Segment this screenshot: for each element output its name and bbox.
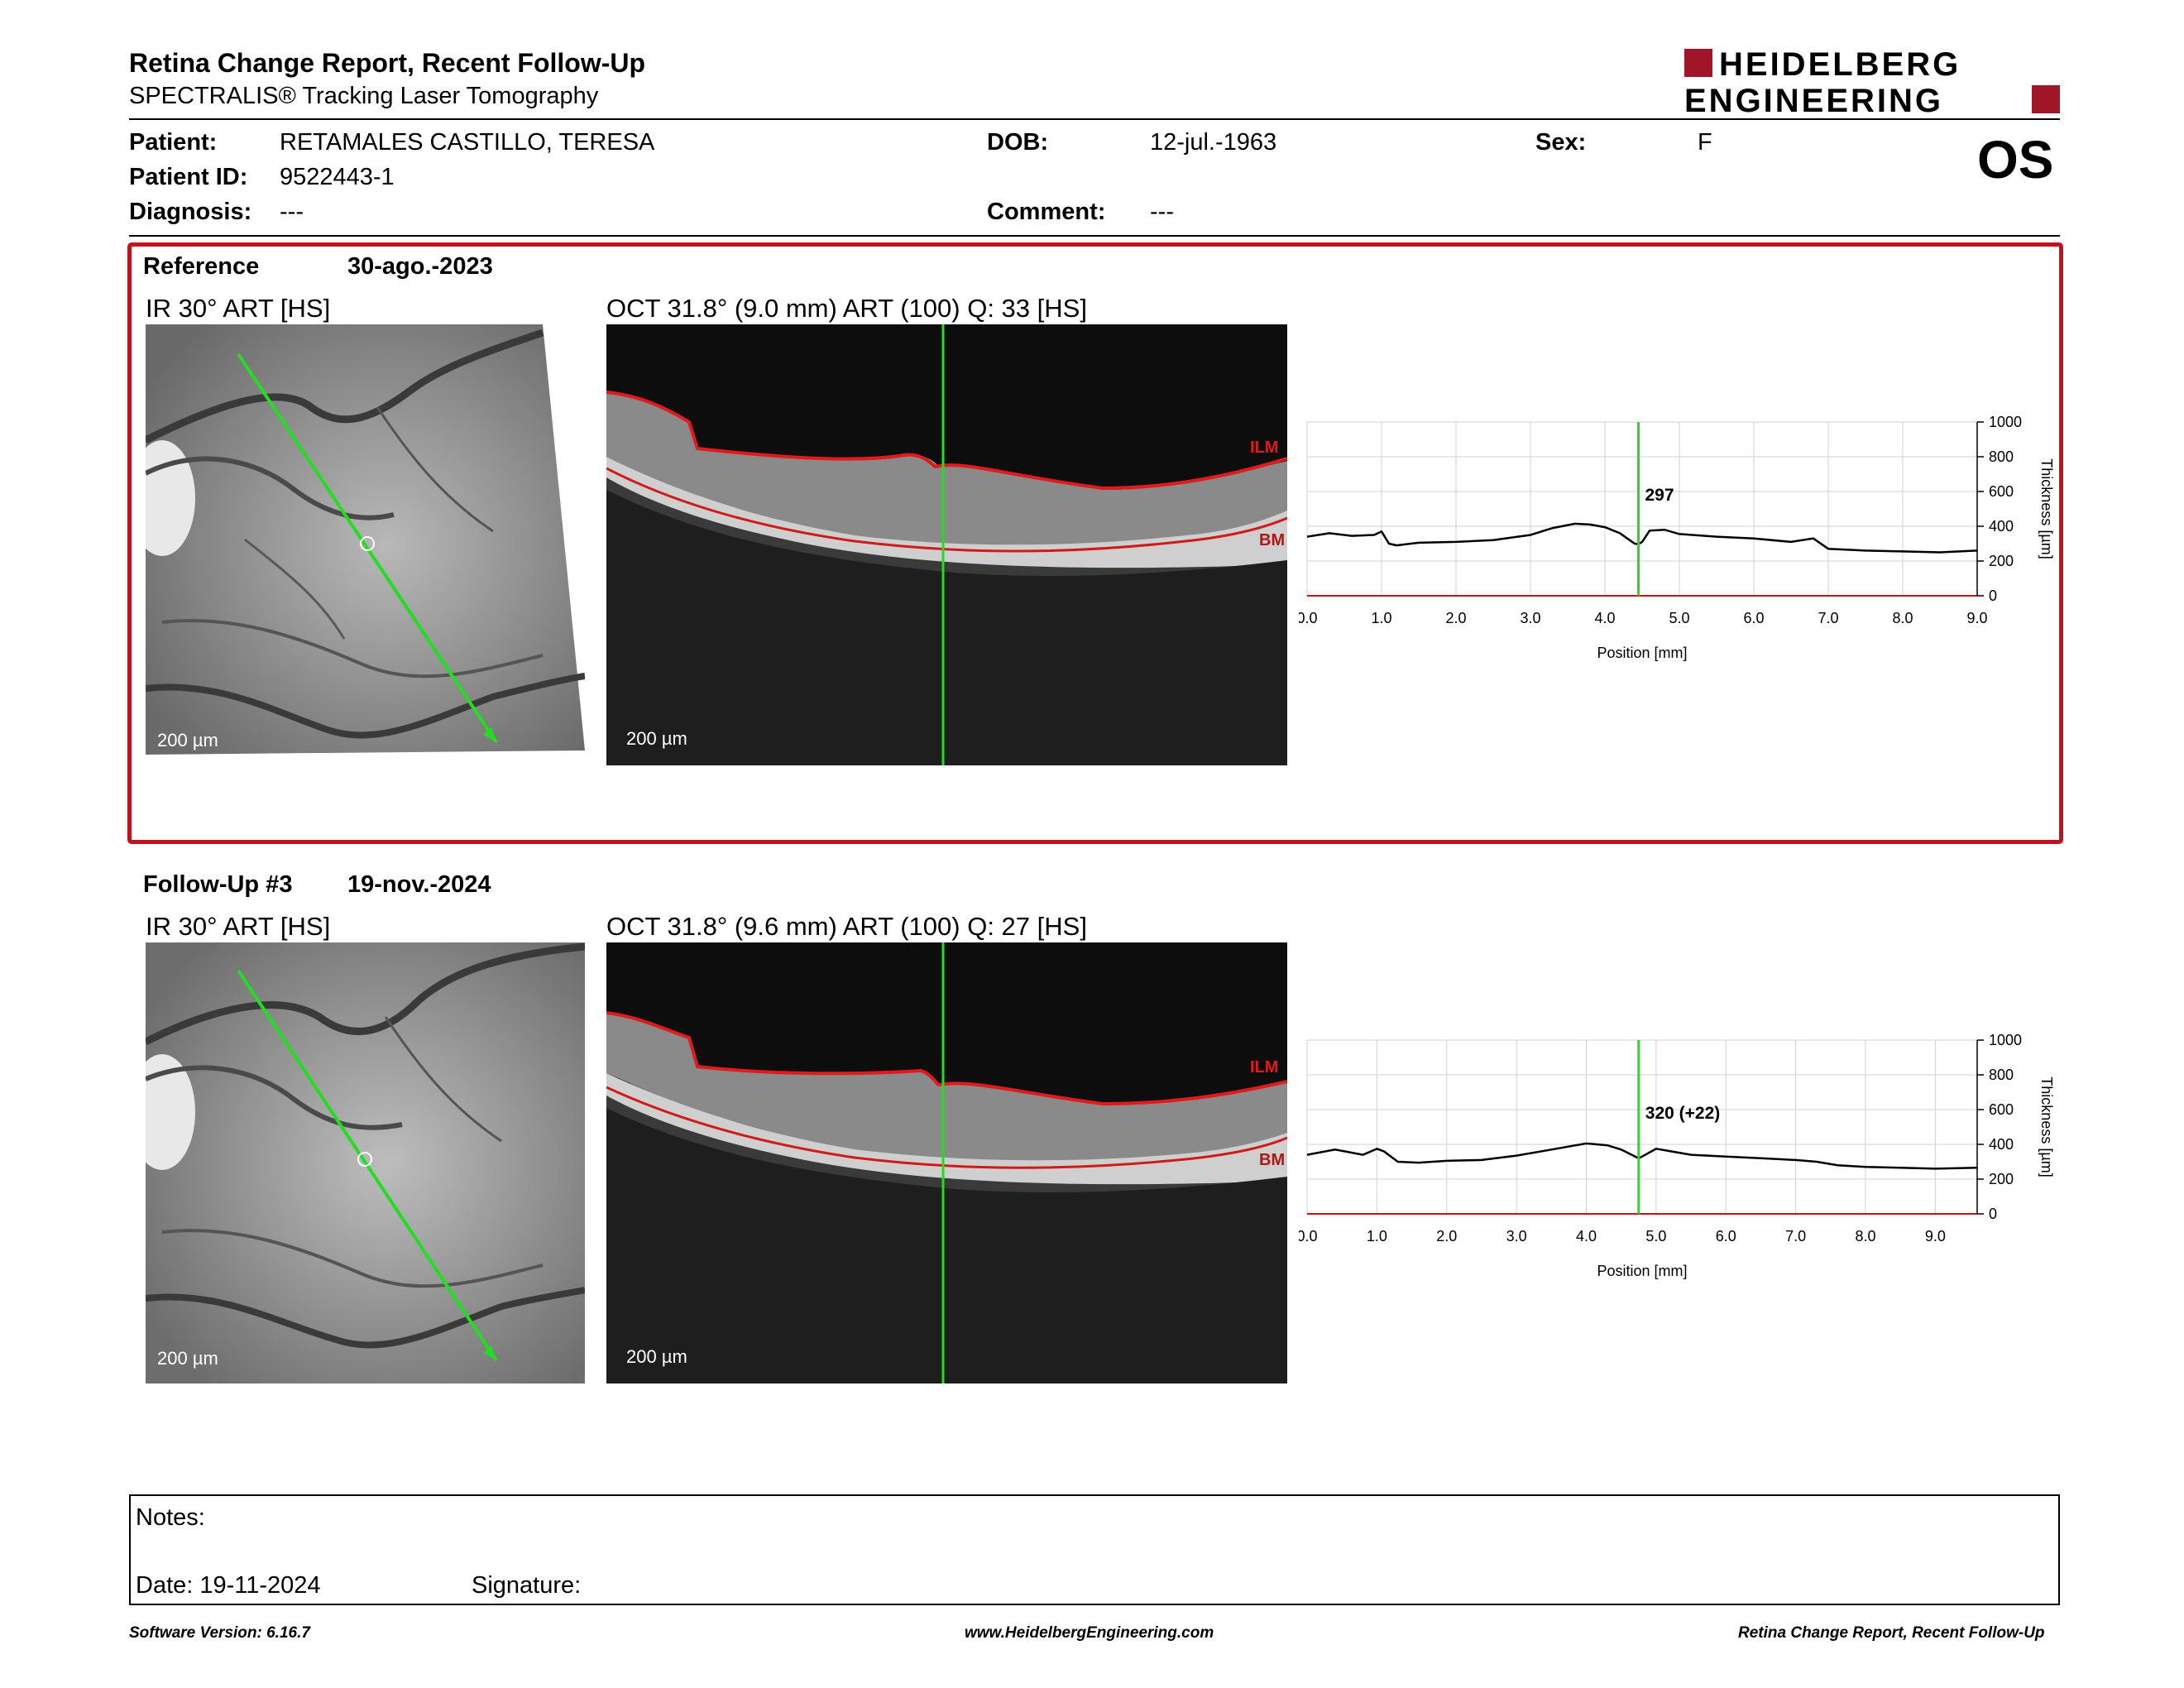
x-tick-label: 9.0 xyxy=(1966,610,1987,626)
x-tick-label: 1.0 xyxy=(1371,610,1391,626)
x-tick-label: 6.0 xyxy=(1743,610,1764,626)
x-tick-label: 2.0 xyxy=(1436,1228,1457,1244)
sex-label: Sex: xyxy=(1535,129,1587,156)
x-tick-label: 5.0 xyxy=(1645,1228,1666,1244)
followup-ir-caption: IR 30° ART [HS] xyxy=(146,912,331,941)
x-tick-label: 8.0 xyxy=(1892,610,1913,626)
followup-ilm-label: ILM xyxy=(1250,1058,1279,1077)
sex-value: F xyxy=(1698,129,1712,156)
followup-bm-label: BM xyxy=(1259,1151,1286,1169)
footer-software-version: Software Version: 6.16.7 xyxy=(129,1624,310,1642)
signature-label: Signature: xyxy=(472,1572,582,1599)
x-tick-label: 9.0 xyxy=(1925,1228,1946,1244)
x-tick-label: 3.0 xyxy=(1506,1228,1527,1244)
reference-date: 30-ago.-2023 xyxy=(347,253,493,280)
comment-label: Comment: xyxy=(987,199,1106,225)
y-tick-label: 1000 xyxy=(1989,1032,2022,1048)
footer-report-name: Retina Change Report, Recent Follow-Up xyxy=(1738,1624,2045,1642)
dob-value: 12-jul.-1963 xyxy=(1150,129,1277,156)
thickness-series-line xyxy=(1306,1142,1978,1170)
y-tick-label: 600 xyxy=(1989,1101,2014,1118)
x-tick-label: 5.0 xyxy=(1669,610,1689,626)
patient-label: Patient: xyxy=(129,129,218,156)
x-tick-label: 0.0 xyxy=(1299,610,1318,626)
marker-value-label: 297 xyxy=(1645,486,1674,505)
followup-ir-scale: 200 µm xyxy=(157,1348,218,1369)
followup-date: 19-nov.-2024 xyxy=(347,871,491,898)
followup-oct-scale: 200 µm xyxy=(626,1346,687,1367)
marker-value-label: 320 (+22) xyxy=(1645,1104,1720,1123)
diagnosis-label: Diagnosis: xyxy=(129,199,252,225)
x-tick-label: 4.0 xyxy=(1594,610,1615,626)
y-axis-label: Thickness [µm] xyxy=(2038,1077,2055,1177)
reference-ir-scale: 200 µm xyxy=(157,730,218,750)
notes-box[interactable]: Notes: Date: 19-11-2024 Signature: xyxy=(129,1494,2060,1605)
thickness-series-line xyxy=(1306,522,1978,554)
report-title: Retina Change Report, Recent Follow-Up xyxy=(129,48,646,78)
reference-thickness-chart[interactable]: 1000 800 600 400 200 0 0.0 1.0 2.0 3.0 4.0 5.0 6.0 7.… xyxy=(1299,410,2068,674)
y-tick-label: 200 xyxy=(1989,553,2014,569)
x-axis-label: Position [mm] xyxy=(1597,645,1687,661)
followup-oct-caption: OCT 31.8° (9.6 mm) ART (100) Q: 27 [HS] xyxy=(606,912,1087,941)
heidelberg-logo: HEIDELBERG ENGINEERING xyxy=(1684,46,2060,116)
y-tick-label: 200 xyxy=(1989,1171,2014,1187)
report-subtitle: SPECTRALIS® Tracking Laser Tomography xyxy=(129,83,599,109)
x-tick-label: 2.0 xyxy=(1445,610,1466,626)
patient-rule xyxy=(129,235,2060,237)
reference-ir-caption: IR 30° ART [HS] xyxy=(146,294,331,323)
reference-label: Reference xyxy=(143,253,260,280)
reference-oct-caption: OCT 31.8° (9.0 mm) ART (100) Q: 33 [HS] xyxy=(606,294,1087,323)
y-tick-label: 1000 xyxy=(1989,414,2022,430)
y-tick-label: 0 xyxy=(1989,587,1997,604)
x-tick-label: 4.0 xyxy=(1576,1228,1597,1244)
plot-area xyxy=(1306,421,1978,597)
x-tick-label: 6.0 xyxy=(1716,1228,1736,1244)
patient-id-label: Patient ID: xyxy=(129,164,248,190)
x-tick-label: 7.0 xyxy=(1785,1228,1806,1244)
diagnosis-value: --- xyxy=(280,199,304,225)
patient-id-value: 9522443-1 xyxy=(280,164,395,190)
scan-line xyxy=(237,352,498,744)
followup-oct-image[interactable]: ILM BM 200 µm xyxy=(606,942,1287,1383)
y-tick-label: 800 xyxy=(1989,1067,2014,1083)
notes-label: Notes: xyxy=(136,1504,205,1531)
y-tick-label: 600 xyxy=(1989,483,2014,500)
reference-ilm-label: ILM xyxy=(1250,439,1279,457)
patient-name: RETAMALES CASTILLO, TERESA xyxy=(280,129,655,156)
x-axis-label: Position [mm] xyxy=(1597,1263,1687,1279)
y-tick-label: 800 xyxy=(1989,448,2014,465)
logo-line1: HEIDELBERG xyxy=(1719,46,1961,83)
y-tick-label: 400 xyxy=(1989,1136,2014,1153)
reference-oct-image[interactable]: ILM BM 200 µm xyxy=(606,324,1287,765)
notes-date: Date: 19-11-2024 xyxy=(136,1572,321,1599)
dob-label: DOB: xyxy=(987,129,1049,156)
x-tick-label: 1.0 xyxy=(1367,1228,1387,1244)
followup-ir-image[interactable]: 200 µm xyxy=(146,942,585,1383)
y-tick-label: 0 xyxy=(1989,1206,1997,1222)
x-tick-label: 0.0 xyxy=(1299,1228,1318,1244)
reference-panel xyxy=(127,242,2063,844)
y-tick-label: 400 xyxy=(1989,518,2014,535)
logo-line2: ENGINEERING xyxy=(1684,83,1943,116)
footer-website[interactable]: www.HeidelbergEngineering.com xyxy=(965,1624,1214,1642)
x-tick-label: 8.0 xyxy=(1855,1228,1875,1244)
x-tick-label: 3.0 xyxy=(1520,610,1540,626)
header-rule xyxy=(129,118,2060,120)
y-axis-label: Thickness [µm] xyxy=(2038,458,2055,559)
comment-value: --- xyxy=(1150,199,1174,225)
reference-ir-image[interactable]: 200 µm xyxy=(146,324,585,765)
reference-bm-label: BM xyxy=(1259,531,1286,549)
followup-thickness-chart[interactable]: 1000 800 600 400 200 0 0.0 1.0 2.0 3.0 4.0 5.0 6.0 7.… xyxy=(1299,1028,2068,1292)
reference-oct-scale: 200 µm xyxy=(626,728,687,749)
followup-label: Follow-Up #3 xyxy=(143,871,293,898)
x-tick-label: 7.0 xyxy=(1818,610,1838,626)
plot-area xyxy=(1306,1039,1978,1215)
eye-indicator: OS xyxy=(1977,130,2054,189)
